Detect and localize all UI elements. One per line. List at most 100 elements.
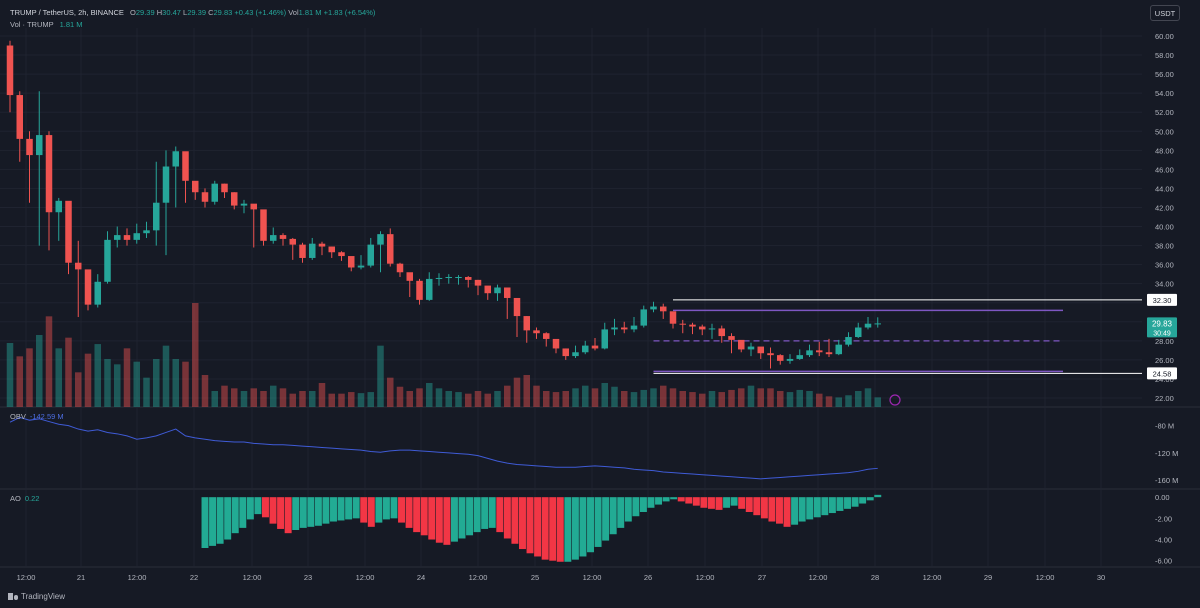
obv-tick-label: -160 M — [1155, 476, 1178, 485]
volume-bar — [679, 391, 686, 407]
volume-bar — [621, 391, 628, 407]
ao-bar — [594, 497, 602, 547]
ao-bar — [254, 497, 262, 515]
candle-body — [465, 277, 472, 280]
volume-bar — [133, 361, 140, 407]
volume-bar — [143, 377, 150, 407]
time-tick-label: 12:00 — [583, 573, 602, 582]
ao-bar — [806, 497, 814, 520]
volume-bar — [611, 386, 618, 407]
ao-bar — [330, 497, 337, 522]
symbol-name[interactable]: TRUMP / TetherUS, 2h, BINANCE — [10, 8, 124, 17]
candle-body — [426, 278, 433, 300]
candle-body — [143, 230, 150, 234]
ao-bar — [662, 497, 670, 502]
candle-body — [260, 209, 267, 241]
ao-bar — [405, 497, 413, 528]
candle-body — [75, 262, 82, 270]
volume-bar — [562, 391, 569, 407]
volume-bar — [864, 388, 872, 407]
candle-body — [250, 203, 257, 210]
tradingview-logo[interactable]: TradingView — [8, 592, 65, 601]
candle-body — [26, 138, 33, 156]
volume-bar — [816, 393, 823, 407]
ao-bar — [360, 497, 368, 523]
candle-body — [533, 330, 540, 334]
ao-bar — [428, 497, 436, 540]
vol-value: 1.81 M — [298, 8, 322, 17]
currency-button[interactable]: USDT — [1150, 5, 1180, 21]
obv-legend-label: OBV — [10, 412, 26, 421]
volume-legend-value: 1.81 M — [59, 20, 83, 29]
candle-body — [845, 337, 852, 345]
open-label: O — [130, 8, 136, 17]
time-tick-label: 12:00 — [356, 573, 375, 582]
ao-tick-label: 0.00 — [1155, 493, 1170, 502]
volume-bar — [16, 356, 23, 407]
volume-bar — [45, 316, 53, 407]
lightning-icon[interactable] — [889, 394, 901, 406]
obv-tick-label: -80 M — [1155, 422, 1174, 431]
ao-bar — [488, 497, 496, 528]
candle-body — [123, 235, 131, 240]
volume-bar — [660, 385, 667, 407]
ao-bar — [617, 497, 625, 528]
ao-bar — [609, 497, 617, 535]
obv-legend[interactable]: OBV -142.59 M — [10, 412, 64, 421]
volume-bar — [494, 391, 501, 407]
time-tick-label: 12:00 — [923, 573, 942, 582]
candle-body — [757, 346, 764, 354]
time-tick-label: 12:00 — [243, 573, 262, 582]
volume-bar — [738, 388, 745, 407]
volume-bar — [240, 391, 248, 407]
volume-bar — [718, 392, 725, 407]
candle-body — [114, 235, 121, 240]
obv-tick-label: -120 M — [1155, 449, 1178, 458]
time-tick-label: 12:00 — [128, 573, 147, 582]
candle-body — [367, 244, 374, 266]
candle-body — [621, 327, 628, 330]
time-tick-label: 28 — [871, 573, 879, 582]
axes: 60.00 58.00 56.00 54.00 52.00 50.00 48.00 46.00… — [17, 32, 1179, 582]
candle-body — [708, 328, 716, 330]
ao-bar — [556, 497, 564, 562]
price-tick-label: 24.00 — [1155, 375, 1174, 384]
candle-body — [777, 355, 784, 361]
ao-bar — [322, 497, 330, 524]
candle-body — [328, 246, 335, 253]
ao-legend-value: 0.22 — [24, 494, 40, 503]
ao-bar — [828, 497, 836, 514]
volume-bar — [806, 391, 813, 407]
ao-bar — [760, 497, 768, 519]
price-tick-label: 28.00 — [1155, 337, 1174, 346]
ao-bar — [549, 497, 557, 561]
candle-body — [669, 311, 677, 324]
ao-legend-label: AO — [10, 494, 21, 503]
ao-bar — [692, 497, 700, 506]
volume-bar — [533, 385, 540, 407]
price-tick-label: 50.00 — [1155, 127, 1174, 136]
candle-body — [474, 279, 482, 286]
level-high-tag: 32.30 — [1153, 296, 1172, 305]
volume-bar — [855, 391, 862, 407]
candle-body — [699, 326, 706, 330]
ao-bar — [299, 497, 307, 528]
ao-bar — [670, 497, 678, 500]
candle-body — [338, 252, 345, 257]
ao-bar — [261, 497, 269, 518]
candle-body — [348, 256, 355, 268]
ao-bar — [859, 497, 867, 504]
high-label: H — [156, 8, 163, 17]
candle-body — [855, 327, 862, 338]
volume-bar — [182, 361, 189, 407]
ao-bar — [874, 494, 882, 498]
candle-body — [679, 323, 686, 325]
candle-body — [182, 151, 189, 181]
ao-legend[interactable]: AO 0.22 — [10, 494, 39, 503]
volume-legend[interactable]: Vol · TRUMP 1.81 M — [10, 20, 83, 29]
ao-bar — [209, 497, 217, 546]
ao-bar — [503, 497, 511, 539]
annotation-layer[interactable] — [653, 299, 1143, 406]
candle-body — [455, 277, 462, 279]
